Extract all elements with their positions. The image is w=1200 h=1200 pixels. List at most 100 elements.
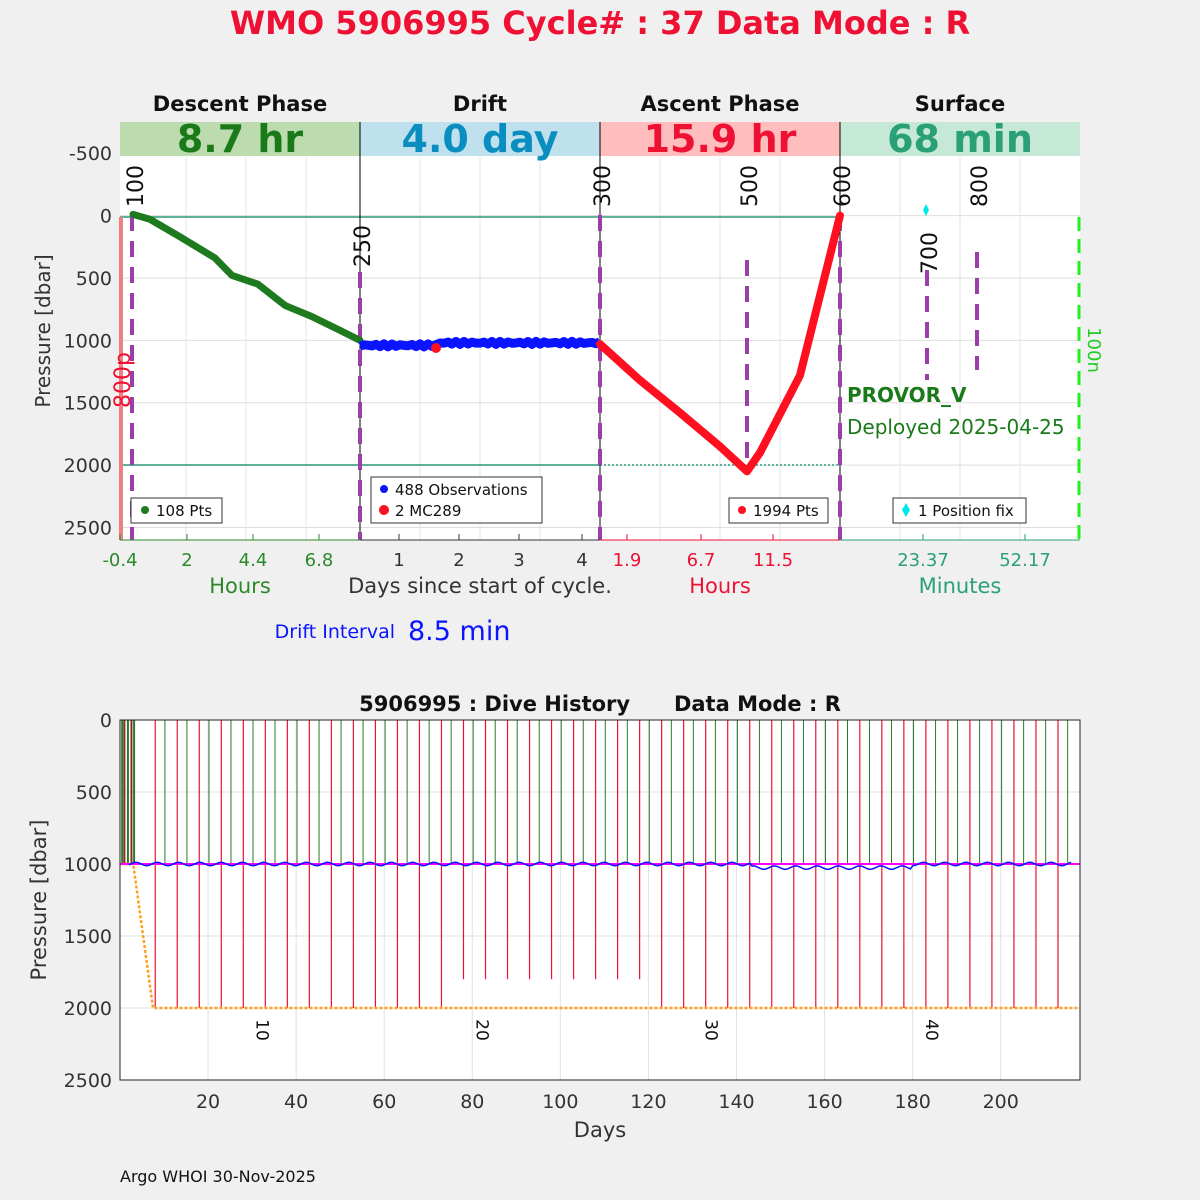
drift-interval-label: Drift Interval: [275, 621, 395, 643]
dive-history-x-tick: 60: [372, 1091, 396, 1113]
phase-x-tick: 4: [576, 550, 587, 571]
phase-x-tick: 2: [453, 550, 464, 571]
phase-band: [600, 122, 840, 156]
phase-x-tick: 52.17: [999, 550, 1051, 571]
phase-duration: 4.0 day: [402, 117, 559, 161]
dive-history-x-tick: 200: [983, 1091, 1019, 1113]
dive-history-x-tick: 160: [806, 1091, 842, 1113]
cycle-labels: 10 20 30 40: [252, 1019, 941, 1041]
drift-trace: [358, 336, 603, 352]
dive-history-frame: [119, 719, 1081, 1081]
footer-credit: Argo WHOI 30-Nov-2025: [120, 1167, 316, 1186]
dive-history-xlabel: Days: [574, 1118, 626, 1142]
phase-x-tick: 3: [513, 550, 524, 571]
drift-mc-point: [431, 343, 441, 353]
phase-x-tick: 1: [393, 550, 404, 571]
phase-chart-y-tick: 1500: [64, 393, 112, 415]
marker-label-800: 800: [968, 165, 993, 207]
phase-name: Drift: [453, 92, 507, 116]
phase-chart-y-tick: 2000: [64, 455, 112, 477]
phase-chart-y-tick: 2500: [64, 518, 112, 540]
marker-label-250: 250: [351, 225, 376, 267]
phase-band: [120, 122, 360, 156]
phase-x-tick: 6.8: [305, 550, 334, 571]
phase-x-tick: 23.37: [897, 550, 949, 571]
cycle-label: 10: [252, 1019, 272, 1041]
marker-label-700: 700: [918, 232, 943, 274]
phase-x-label: Minutes: [919, 574, 1002, 598]
phase-chart-ylabel: Pressure [dbar]: [31, 254, 55, 407]
right-green-label: 100n: [1083, 327, 1104, 373]
phase-x-label: Hours: [209, 574, 271, 598]
phase-duration: 8.7 hr: [177, 117, 304, 161]
marker-label-500: 500: [738, 165, 763, 207]
dive-history-x-tick: 140: [718, 1091, 754, 1113]
phase-chart-y-tick: 0: [100, 206, 112, 228]
marker-label-300: 300: [591, 165, 616, 207]
phase-chart: 8.7 hr 4.0 day 15.9 hr 68 min Descent Phase…: [31, 92, 1104, 598]
phase-x-label: Days since start of cycle.: [348, 574, 612, 598]
drift-interval-value: 8.5 min: [408, 616, 510, 647]
dive-history-x-tick: 120: [630, 1091, 666, 1113]
phase-x-tick: 6.7: [687, 550, 716, 571]
marker-label-100: 100: [124, 165, 149, 207]
dive-history-title: 5906995 : Dive History Data Mode : R: [359, 692, 841, 716]
descent-legend: 108 Pts: [130, 497, 223, 524]
dive-history-y-tick: 0: [100, 710, 112, 732]
phase-x-tick: 11.5: [753, 550, 793, 571]
descent-trace: [129, 210, 364, 344]
dive-history-chart: 20 40 60 80 100 120 140 160 180 200 0 500 1000 1500 2…: [27, 710, 1081, 1142]
float-model: PROVOR_V: [847, 383, 967, 407]
dive-history-y-ticks: 0 500 1000 1500 2000 2500: [64, 710, 112, 1092]
deployed-date: Deployed 2025-04-25: [847, 415, 1065, 439]
svg-text:2 MC289: 2 MC289: [395, 502, 461, 520]
surface-position-fix: [923, 204, 929, 216]
phase-x-axes: -0.4 2 4.4 6.8 Hours 1 2 3 4 Days since start of …: [102, 534, 1080, 598]
phase-x-tick: 4.4: [239, 550, 268, 571]
svg-text:1 Position fix: 1 Position fix: [918, 502, 1014, 520]
dive-history-y-tick: 1000: [64, 854, 112, 876]
cycle-label: 30: [701, 1019, 721, 1041]
dive-history-x-tick: 180: [895, 1091, 931, 1113]
dive-history-x-tick: 80: [460, 1091, 484, 1113]
phase-name: Descent Phase: [153, 92, 327, 116]
dive-history-x-tick: 20: [196, 1091, 220, 1113]
dive-history-x-tick: 40: [284, 1091, 308, 1113]
ascent-trace: [596, 211, 844, 476]
phase-chart-y-ticks: -500 0 500 1000 1500 2000 2500: [64, 143, 112, 539]
phase-headers: Descent Phase Drift Ascent Phase Surface: [153, 92, 1005, 116]
phase-chart-y-tick: -500: [69, 143, 112, 165]
phase-duration: 15.9 hr: [644, 117, 797, 161]
svg-text:1994 Pts: 1994 Pts: [753, 502, 819, 520]
cycle-label: 40: [921, 1019, 941, 1041]
phase-chart-y-tick: 500: [76, 268, 112, 290]
event-markers: [130, 215, 979, 540]
dive-history-drift: [128, 861, 1072, 871]
svg-text:488 Observations: 488 Observations: [395, 481, 528, 499]
dive-history-plot-area: [120, 720, 1080, 1080]
marker-label-600: 600: [831, 165, 856, 207]
figure-title: WMO 5906995 Cycle# : 37 Data Mode : R: [230, 4, 970, 42]
phase-x-tick: -0.4: [102, 550, 137, 571]
ascent-legend: 1994 Pts: [728, 497, 829, 524]
cycle-label: 20: [472, 1019, 492, 1041]
dive-history-y-tick: 1500: [64, 926, 112, 948]
phase-x-tick: 1.9: [613, 550, 642, 571]
phase-bands: 8.7 hr 4.0 day 15.9 hr 68 min: [120, 117, 1080, 161]
dive-history-x-ticks: 20 40 60 80 100 120 140 160 180 200: [196, 1091, 1019, 1113]
phase-name: Ascent Phase: [641, 92, 800, 116]
dive-history-ylabel: Pressure [dbar]: [27, 820, 51, 981]
phase-band: [360, 122, 600, 156]
surface-legend: 1 Position fix: [892, 497, 1027, 524]
phase-x-tick: 2: [181, 550, 192, 571]
phase-x-label: Hours: [689, 574, 751, 598]
phase-name: Surface: [915, 92, 1005, 116]
dive-history-y-tick: 2500: [64, 1070, 112, 1092]
dive-history-y-tick: 500: [76, 782, 112, 804]
phase-chart-y-tick: 1000: [64, 330, 112, 352]
svg-text:108 Pts: 108 Pts: [156, 502, 212, 520]
dive-history-x-tick: 100: [542, 1091, 578, 1113]
dive-history-y-tick: 2000: [64, 998, 112, 1020]
phase-band: [840, 122, 1080, 156]
